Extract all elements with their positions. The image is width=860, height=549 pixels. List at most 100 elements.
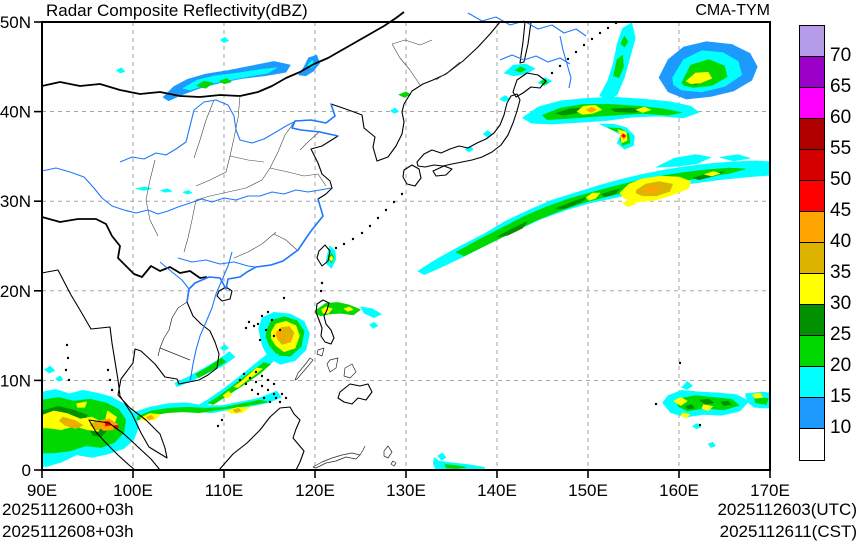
island-dot [351, 237, 355, 241]
island-dot [247, 320, 251, 324]
rivers [41, 12, 587, 383]
page-title: Radar Composite Reflectivity(dBZ) [46, 1, 308, 20]
colorbar [799, 25, 825, 461]
reflectivity-region [635, 106, 652, 113]
coastline-sakhalin [519, 21, 532, 64]
reflectivity-region [390, 107, 400, 114]
x-axis-label: 170E [750, 481, 790, 500]
island-dot [260, 314, 264, 318]
island-dot [244, 326, 248, 330]
island-dot [65, 343, 69, 347]
colorbar-label: 35 [830, 262, 852, 283]
reflectivity-region [707, 441, 716, 448]
reflectivity-region [655, 154, 712, 168]
colorbar-label: 40 [830, 231, 852, 252]
reflectivity-region [701, 404, 714, 412]
reflectivity-region [219, 78, 232, 85]
coastline-borneo [218, 406, 305, 471]
x-axis-label: 120E [295, 481, 335, 500]
reflectivity-region [182, 190, 193, 195]
x-axis-label: 140E [477, 481, 517, 500]
coastline-halmahera [383, 445, 393, 459]
coastline-hainan [216, 286, 233, 302]
island-dot [284, 396, 288, 400]
reflectivity-region [719, 154, 751, 162]
colorbar-swatch [800, 150, 824, 181]
reflectivity-region [585, 106, 597, 113]
island-dot [260, 384, 264, 388]
colorbar-swatch [800, 88, 824, 119]
island-dot [678, 361, 682, 365]
coastline-palawan [294, 357, 314, 381]
coastline-luzon [315, 299, 335, 345]
island-dot [400, 192, 404, 196]
island-dot [254, 380, 258, 384]
reflectivity-region [343, 306, 354, 312]
colorbar-label: 70 [830, 45, 852, 66]
island-dot [260, 374, 264, 378]
x-axis-label: 160E [659, 481, 699, 500]
island-dot [266, 388, 270, 392]
reflectivity-region [704, 171, 721, 177]
island-dot [360, 231, 364, 235]
island-dot [244, 382, 248, 386]
island-dot [268, 400, 272, 404]
reflectivity-region [44, 365, 56, 374]
island-dot [238, 378, 242, 382]
y-axis-label: 0 [22, 461, 31, 480]
island-dot [270, 318, 274, 322]
island-specks [64, 21, 702, 428]
reflectivity-region [220, 344, 229, 352]
reflectivity-region [622, 199, 637, 207]
colorbar-label: 50 [830, 169, 852, 190]
island-dot [574, 50, 578, 54]
island-dot [280, 392, 284, 396]
model-name: CMA-TYM [695, 2, 770, 19]
reflectivity-region [76, 401, 87, 408]
island-dot [67, 378, 71, 382]
island-dot [376, 216, 380, 220]
reflectivity-region [613, 54, 624, 78]
island-dot [266, 310, 270, 314]
reflectivity-region [685, 71, 713, 85]
valid-time-utc: 2025112603(UTC) [717, 500, 857, 519]
colorbar-label: 30 [830, 293, 852, 314]
colorbar-label: 15 [830, 386, 852, 407]
river-yellow [119, 99, 295, 163]
river-pearl [177, 257, 256, 268]
reflectivity-region [360, 306, 382, 319]
coastline-kyushu [402, 164, 422, 187]
island-dot [698, 423, 702, 427]
coast-blue-south-china [186, 198, 324, 303]
reflectivity-region [585, 192, 601, 201]
border-mongolia-russia [41, 11, 405, 98]
reflectivity-region [673, 397, 688, 406]
valid-time-cst: 2025112611(CST) [719, 522, 857, 541]
reflectivity-region [65, 420, 76, 427]
run-time-cst: 2025112608+03h [2, 522, 134, 541]
axis-ticks [34, 21, 771, 478]
reflectivity-region [146, 414, 155, 421]
river-amur [467, 12, 587, 37]
coastline-honshu [416, 93, 521, 168]
island-dot [106, 368, 110, 372]
x-axis-label: 100E [113, 481, 153, 500]
x-axis-label: 110E [205, 481, 243, 500]
coastline-shikoku [432, 165, 453, 177]
y-axis-label: 30N [0, 192, 31, 211]
island-dot [272, 382, 276, 386]
colorbar-label: 60 [830, 107, 852, 128]
river-songhua [499, 54, 571, 65]
island-dot [266, 378, 270, 382]
island-dot [278, 400, 282, 404]
island-dot [274, 396, 278, 400]
river-yangtze [41, 167, 332, 215]
province-borders [145, 39, 461, 259]
island-dot [654, 402, 658, 406]
colorbar-label: 20 [830, 355, 852, 376]
island-dot [606, 26, 610, 30]
reflectivity-region [751, 392, 764, 399]
island-dot [250, 388, 254, 392]
border-south-china [41, 216, 208, 279]
